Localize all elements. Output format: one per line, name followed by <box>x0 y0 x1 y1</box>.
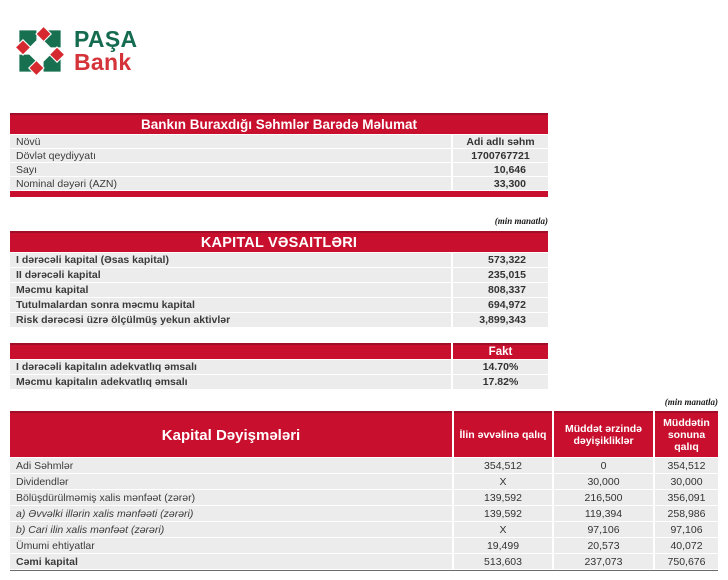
table-row: Növü Adi adlı səhm <box>10 135 548 148</box>
row-value: 354,512 <box>655 458 718 473</box>
adequacy-ratio-table: Fakt I dərəcəli kapitalın adekvatlıq əms… <box>10 343 548 389</box>
units-note: (min manatla) <box>494 216 548 226</box>
row-label: Məcmu kapital <box>10 283 451 297</box>
table-row: Tutulmalardan sonra məcmu kapital 694,972 <box>10 298 548 312</box>
units-note: (min manatla) <box>664 397 718 407</box>
row-value: 513,603 <box>454 554 552 569</box>
row-value: 0 <box>554 458 653 473</box>
row-label: II dərəcəli kapital <box>10 268 451 282</box>
table-row: II dərəcəli kapital 235,015 <box>10 268 548 282</box>
pasha-bank-logo-mark-icon <box>14 25 66 77</box>
row-label: b) Cari ilin xalis mənfəət (zərəri) <box>10 522 452 537</box>
table-row: Risk dərəcəsi üzrə ölçülmüş yekun aktivl… <box>10 313 548 327</box>
column-header-period-changes: Müddət ərzində dəyişikliklər <box>554 411 653 457</box>
row-value: X <box>454 474 552 489</box>
table-row: Adi Səhmlər 354,512 0 354,512 <box>10 458 718 473</box>
adequacy-table-rows: I dərəcəli kapitalın adekvatlıq əmsalı 14… <box>10 360 548 389</box>
row-value: 354,512 <box>454 458 552 473</box>
row-label: Adi Səhmlər <box>10 458 452 473</box>
table-row: Dividendlər X 30,000 30,000 <box>10 474 718 489</box>
row-value: 17.82% <box>453 375 548 389</box>
row-value: 1700767721 <box>453 149 548 162</box>
row-label: I dərəcəli kapital (Əsas kapital) <box>10 253 451 267</box>
changes-table-header: Kapital Dəyişmələri İlin əvvəlinə qalıq … <box>10 411 718 457</box>
table-row: Məcmu kapitalın adekvatlıq əmsalı 17.82% <box>10 375 548 389</box>
row-label: Cəmi kapital <box>10 554 452 569</box>
row-value: 573,322 <box>453 253 548 267</box>
row-value: 139,592 <box>454 490 552 505</box>
row-value: 40,072 <box>655 538 718 553</box>
changes-table-rows: Adi Səhmlər 354,512 0 354,512 Dividendlər X 30… <box>10 458 718 569</box>
table-row: Nominal dəyəri (AZN) 33,300 <box>10 177 548 190</box>
changes-table-title: Kapital Dəyişmələri <box>10 411 452 457</box>
row-value: 10,646 <box>453 163 548 176</box>
row-label: Dividendlər <box>10 474 452 489</box>
row-value: 14.70% <box>453 360 548 374</box>
row-value: Adi adlı səhm <box>453 135 548 148</box>
adequacy-table-header: Fakt <box>10 343 548 359</box>
table-row: Cəmi kapital 513,603 237,073 750,676 <box>10 554 718 569</box>
row-value: 33,300 <box>453 177 548 190</box>
row-label: Nominal dəyəri (AZN) <box>10 177 451 190</box>
logo-text-line1: PAŞA <box>74 26 138 52</box>
table-row: Ümumi ehtiyatlar 19,499 20,573 40,072 <box>10 538 718 553</box>
capital-table-title: KAPITAL VƏSAITLƏRI <box>10 231 548 252</box>
row-label: Dövlət qeydiyyatı <box>10 149 451 162</box>
capital-resources-table: KAPITAL VƏSAITLƏRI I dərəcəli kapital (Ə… <box>10 231 548 327</box>
shares-table-rows: Növü Adi adlı səhm Dövlət qeydiyyatı 170076… <box>10 135 548 190</box>
row-value: X <box>454 522 552 537</box>
table-bottom-bar <box>10 191 548 197</box>
row-label: Risk dərəcəsi üzrə ölçülmüş yekun aktivl… <box>10 313 451 327</box>
column-header-opening-balance: İlin əvvəlinə qalıq <box>454 411 552 457</box>
table-row: Məcmu kapital 808,337 <box>10 283 548 297</box>
row-label: I dərəcəli kapitalın adekvatlıq əmsalı <box>10 360 451 374</box>
table-row: I dərəcəli kapital (Əsas kapital) 573,322 <box>10 253 548 267</box>
row-value: 808,337 <box>453 283 548 297</box>
row-value: 694,972 <box>453 298 548 312</box>
row-value: 19,499 <box>454 538 552 553</box>
table-row: Dövlət qeydiyyatı 1700767721 <box>10 149 548 162</box>
row-value: 97,106 <box>554 522 653 537</box>
adequacy-header-fakt: Fakt <box>453 343 548 359</box>
row-value: 30,000 <box>554 474 653 489</box>
row-value: 119,394 <box>554 506 653 521</box>
shares-info-table: Bankın Buraxdığı Səhmlər Barədə Məlumat … <box>10 113 548 197</box>
row-value: 235,015 <box>453 268 548 282</box>
row-value: 216,500 <box>554 490 653 505</box>
table-row: Sayı 10,646 <box>10 163 548 176</box>
row-label: Tutulmalardan sonra məcmu kapital <box>10 298 451 312</box>
row-value: 258,986 <box>655 506 718 521</box>
logo-text-line2: Bank <box>74 49 132 75</box>
table-row: I dərəcəli kapitalın adekvatlıq əmsalı 14… <box>10 360 548 374</box>
row-label: Növü <box>10 135 451 148</box>
row-value: 20,573 <box>554 538 653 553</box>
pasha-bank-logo: PAŞA Bank <box>14 25 137 77</box>
shares-table-title: Bankın Buraxdığı Səhmlər Barədə Məlumat <box>10 113 548 134</box>
row-value: 3,899,343 <box>453 313 548 327</box>
adequacy-header-spacer <box>10 343 451 359</box>
table-row: b) Cari ilin xalis mənfəət (zərəri) X 97,1… <box>10 522 718 537</box>
row-label: Ümumi ehtiyatlar <box>10 538 452 553</box>
row-label: Sayı <box>10 163 451 176</box>
row-value: 237,073 <box>554 554 653 569</box>
capital-changes-table: Kapital Dəyişmələri İlin əvvəlinə qalıq … <box>10 411 718 571</box>
table-bottom-border <box>10 570 718 571</box>
row-value: 97,106 <box>655 522 718 537</box>
row-value: 139,592 <box>454 506 552 521</box>
row-value: 356,091 <box>655 490 718 505</box>
table-row: Bölüşdürülməmiş xalis mənfəət (zərər) 139… <box>10 490 718 505</box>
logo-text: PAŞA Bank <box>74 28 137 74</box>
table-row: a) Əvvəlki illərin xalis mənfəəti (zərər… <box>10 506 718 521</box>
capital-table-rows: I dərəcəli kapital (Əsas kapital) 573,322… <box>10 253 548 327</box>
row-label: a) Əvvəlki illərin xalis mənfəəti (zərər… <box>10 506 452 521</box>
row-value: 30,000 <box>655 474 718 489</box>
row-label: Məcmu kapitalın adekvatlıq əmsalı <box>10 375 451 389</box>
row-label: Bölüşdürülməmiş xalis mənfəət (zərər) <box>10 490 452 505</box>
column-header-closing-balance: Müddətin sonuna qalıq <box>655 411 718 457</box>
row-value: 750,676 <box>655 554 718 569</box>
